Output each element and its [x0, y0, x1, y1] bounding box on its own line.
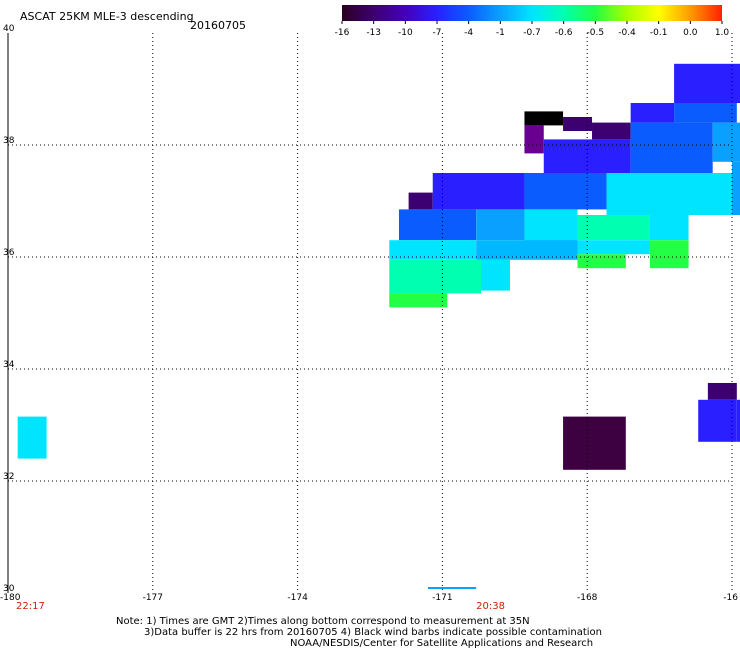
swath-cell-16: [432, 173, 525, 210]
y-tick-label-2: 36: [3, 248, 15, 258]
colorbar-labels: -16 -13 -10 -7 -4 -1 -0.7 -0.6 -0.5 -0.4 -0.1 0.0 1.…: [335, 21, 730, 38]
colorbar-label-2: -10: [398, 28, 413, 38]
time-labels: 22:17 20:38: [16, 601, 505, 612]
y-tick-label-4: 32: [3, 472, 14, 482]
swath-cell-44: [17, 416, 47, 459]
y-tick-label-0: 40: [3, 24, 15, 34]
swath-cell-15: [408, 192, 433, 210]
x-tick-label-0: -180: [0, 593, 21, 603]
swath-cell-30: [577, 240, 650, 255]
swath-cell-22: [476, 209, 525, 241]
swath-cell-3: [630, 103, 675, 123]
chart-date: 20160705: [190, 19, 246, 32]
colorbar-label-3: -7: [433, 28, 442, 38]
swath-cell-4: [674, 103, 737, 123]
chart-title: ASCAT 25KM MLE-3 descending: [20, 10, 194, 23]
swath-cell-35: [481, 259, 510, 291]
note-line-1: Note: 1) Times are GMT 2)Times along bot…: [116, 616, 530, 627]
colorbar-label-4: -4: [464, 28, 473, 38]
x-tick-label-5: -16: [723, 593, 738, 603]
swath-cell-18: [606, 173, 732, 215]
grid-lines: [8, 33, 733, 593]
swath-cell-19: [732, 161, 740, 215]
x-tick-label-3: -171: [432, 593, 452, 603]
colorbar-label-5: -1: [496, 28, 505, 38]
x-tick-labels: -180 -177 -174 -171 -168 -16: [0, 593, 738, 603]
y-tick-label-1: 38: [3, 136, 15, 146]
swath-cells: [17, 63, 740, 470]
colorbar-label-11: 0.0: [683, 28, 698, 38]
y-tick-label-3: 34: [3, 360, 15, 370]
swath-cell-28: [389, 240, 477, 260]
swath-cell-40: [736, 399, 740, 442]
x-tick-label-1: -177: [143, 593, 163, 603]
swath-cell-8: [563, 117, 593, 131]
swath-cell-10: [543, 139, 631, 173]
colorbar-label-6: -0.7: [523, 28, 541, 38]
swath-cell-17: [524, 173, 607, 210]
credit-line: NOAA/NESDIS/Center for Satellite Applica…: [290, 638, 594, 649]
x-tick-label-2: -174: [287, 593, 308, 603]
swath-cell-1: [674, 63, 740, 103]
swath-cell-25: [649, 215, 689, 241]
swath-cell-32: [649, 240, 689, 269]
colorbar-label-1: -13: [366, 28, 381, 38]
time-label-1: 20:38: [476, 601, 505, 612]
swath-cell-36: [389, 293, 448, 308]
time-label-0: 22:17: [16, 601, 45, 612]
swath-cell-39: [698, 399, 737, 442]
x-tick-label-4: -168: [577, 593, 598, 603]
note-line-2: 3)Data buffer is 22 hrs from 20160705 4)…: [144, 627, 602, 638]
swath-cell-43: [563, 416, 626, 470]
colorbar-label-9: -0.4: [618, 28, 636, 38]
swath-cell-34: [389, 259, 482, 294]
colorbar-gradient: [342, 5, 722, 21]
colorbar-label-10: -0.1: [650, 28, 668, 38]
colorbar: [342, 5, 722, 21]
swath-cell-12: [712, 122, 740, 162]
y-tick-labels: 40 38 36 34 32 30: [3, 24, 15, 594]
swath-cell-9: [524, 125, 544, 154]
colorbar-label-8: -0.5: [587, 28, 605, 38]
swath-cell-11: [630, 122, 713, 173]
swath-cell-6: [592, 122, 631, 140]
y-tick-label-5: 30: [3, 584, 15, 594]
swath-cell-38: [707, 383, 737, 400]
swath-cell-24: [577, 215, 650, 241]
colorbar-label-12: 1.0: [715, 28, 730, 38]
swath-cell-31: [577, 254, 626, 269]
swath-cell-7: [524, 111, 564, 126]
swath-cell-29: [476, 240, 578, 260]
swath-cell-21: [398, 209, 477, 241]
colorbar-label-0: -16: [335, 28, 350, 38]
colorbar-label-7: -0.6: [555, 28, 573, 38]
